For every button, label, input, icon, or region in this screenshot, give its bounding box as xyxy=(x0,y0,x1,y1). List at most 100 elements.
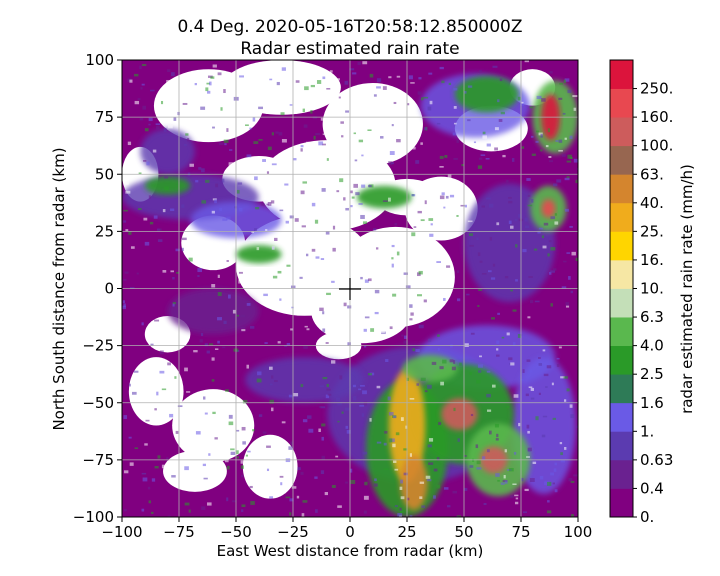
echo-speckle xyxy=(441,192,445,196)
echo-speckle xyxy=(409,318,413,321)
echo-speckle xyxy=(529,369,533,373)
echo-speckle xyxy=(345,481,348,484)
echo-speckle xyxy=(451,366,456,371)
echo-speckle xyxy=(467,119,471,122)
echo-speckle xyxy=(122,300,126,304)
echo-speckle xyxy=(228,414,233,419)
echo-speckle xyxy=(477,305,480,307)
echo-speckle xyxy=(426,290,430,292)
echo-speckle xyxy=(326,383,329,388)
echo-speckle xyxy=(254,176,258,181)
echo-speckle xyxy=(527,316,531,319)
echo-speckle xyxy=(529,300,534,304)
echo-speckle xyxy=(250,501,255,505)
echo-speckle xyxy=(496,222,500,226)
echo-speckle xyxy=(209,81,212,86)
echo-speckle xyxy=(271,246,275,250)
echo-speckle xyxy=(141,63,147,67)
echo-speckle xyxy=(392,293,397,297)
echo-speckle xyxy=(560,460,565,463)
echo-speckle xyxy=(547,500,550,503)
echo-speckle xyxy=(403,448,408,451)
echo-speckle xyxy=(281,421,286,424)
echo-speckle xyxy=(193,350,198,353)
echo-speckle xyxy=(411,194,416,197)
echo-speckle xyxy=(344,80,349,85)
echo-speckle xyxy=(331,280,335,283)
echo-speckle xyxy=(162,209,166,213)
echo-speckle xyxy=(280,482,283,486)
echo-speckle xyxy=(290,441,294,446)
echo-speckle xyxy=(394,223,398,226)
echo-speckle xyxy=(504,449,507,453)
echo-speckle xyxy=(360,276,363,280)
echo-speckle xyxy=(281,67,286,71)
echo-speckle xyxy=(133,370,139,373)
echo-speckle xyxy=(170,270,174,273)
rain-core xyxy=(441,398,478,431)
echo-speckle xyxy=(528,386,533,389)
echo-speckle xyxy=(324,492,328,496)
echo-speckle xyxy=(224,143,227,146)
colorbar-segment xyxy=(610,60,633,89)
echo-speckle xyxy=(326,292,331,296)
echo-speckle xyxy=(290,328,294,331)
echo-speckle xyxy=(453,122,457,125)
echo-speckle xyxy=(253,141,259,144)
echo-speckle xyxy=(283,490,286,494)
echo-speckle xyxy=(560,452,563,456)
echo-speckle xyxy=(138,172,142,175)
echo-speckle xyxy=(326,87,331,90)
echo-speckle xyxy=(513,394,519,398)
echo-speckle xyxy=(508,467,514,472)
echo-speckle xyxy=(338,96,341,99)
echo-speckle xyxy=(241,509,244,512)
echo-speckle xyxy=(267,146,272,151)
echo-speckle xyxy=(442,359,447,364)
echo-speckle xyxy=(428,72,433,75)
echo-speckle xyxy=(550,270,556,273)
echo-speckle xyxy=(374,311,379,315)
echo-speckle xyxy=(497,99,500,103)
echo-speckle xyxy=(245,454,248,457)
echo-speckle xyxy=(301,225,306,228)
echo-speckle xyxy=(564,208,569,212)
echo-speckle xyxy=(393,415,397,419)
echo-speckle xyxy=(444,154,448,158)
echo-speckle xyxy=(376,441,382,444)
echo-speckle xyxy=(248,460,252,465)
echo-speckle xyxy=(538,392,541,395)
colorbar-segment xyxy=(610,345,633,375)
echo-speckle xyxy=(496,354,500,357)
echo-speckle xyxy=(445,195,449,199)
echo-speckle xyxy=(526,178,531,181)
echo-speckle xyxy=(315,256,320,259)
echo-speckle xyxy=(150,343,154,346)
echo-speckle xyxy=(284,183,289,186)
echo-speckle xyxy=(211,210,215,214)
echo-speckle xyxy=(420,142,423,145)
echo-speckle xyxy=(240,465,245,469)
echo-speckle xyxy=(147,376,152,379)
echo-speckle xyxy=(322,199,326,203)
echo-speckle xyxy=(443,206,446,209)
echo-speckle xyxy=(376,86,381,89)
echo-speckle xyxy=(536,95,542,100)
echo-speckle xyxy=(331,360,336,364)
echo-speckle xyxy=(303,345,308,349)
echo-speckle xyxy=(337,505,342,508)
echo-speckle xyxy=(223,320,227,325)
echo-speckle xyxy=(554,489,558,493)
echo-speckle xyxy=(376,78,382,83)
echo-speckle xyxy=(184,144,187,146)
echo-speckle xyxy=(441,80,445,84)
echo-speckle xyxy=(300,148,303,152)
echo-speckle xyxy=(572,95,578,98)
echo-speckle xyxy=(188,257,193,262)
echo-speckle xyxy=(326,158,329,161)
echo-speckle xyxy=(186,246,191,249)
echo-speckle xyxy=(469,372,472,376)
echo-speckle xyxy=(172,303,175,307)
echo-speckle xyxy=(544,481,549,486)
